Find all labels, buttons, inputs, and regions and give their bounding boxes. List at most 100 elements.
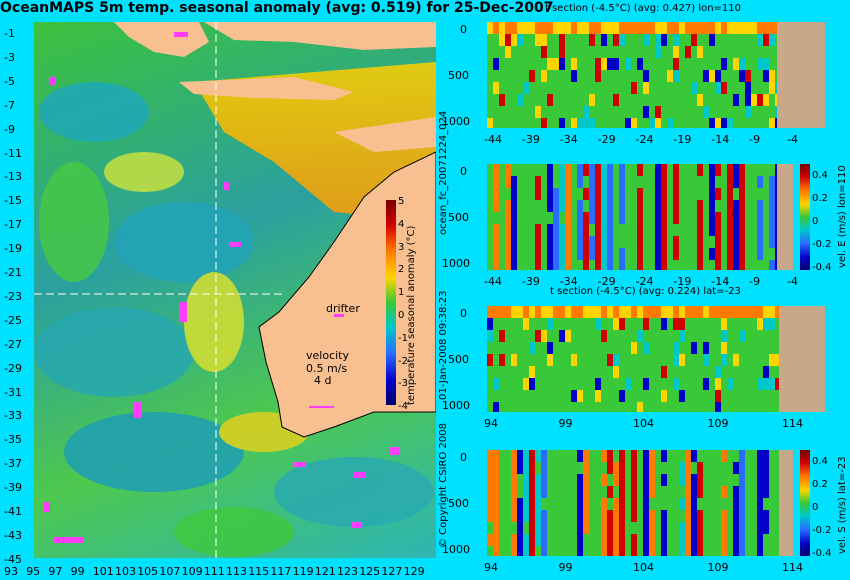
section-cell	[679, 188, 685, 200]
section-cell	[667, 188, 673, 200]
section-cell	[595, 34, 601, 46]
section-cell	[661, 378, 667, 390]
section-cell	[721, 534, 727, 546]
section-cell	[541, 70, 547, 82]
section-cell	[505, 486, 511, 498]
section-cell	[571, 118, 577, 128]
section-cell	[667, 236, 673, 248]
section-cell	[487, 354, 493, 366]
section-cell	[661, 22, 667, 34]
section-cell	[697, 342, 703, 354]
section-cell	[565, 510, 571, 522]
section-cell	[649, 248, 655, 260]
section-cell	[763, 224, 769, 236]
section-cell	[649, 330, 655, 342]
section-cell	[541, 522, 547, 534]
section-cell	[583, 188, 589, 200]
panel-x-tick: -44	[484, 133, 502, 146]
section-cell	[697, 390, 703, 402]
section-cell	[577, 462, 583, 474]
section-cell	[565, 248, 571, 260]
section-cell	[619, 212, 625, 224]
section-cell	[751, 366, 757, 378]
section-cell	[733, 462, 739, 474]
section-cell	[601, 94, 607, 106]
section-cell	[727, 236, 733, 248]
section-cell	[643, 318, 649, 330]
section-cell	[547, 82, 553, 94]
section-cell	[613, 510, 619, 522]
section-cell	[529, 402, 535, 412]
section-cell	[691, 46, 697, 58]
section-cell	[745, 260, 751, 270]
section-cell	[601, 354, 607, 366]
panel-x-tick: -34	[559, 133, 578, 146]
section-cell	[595, 378, 601, 390]
section-cell	[559, 46, 565, 58]
section-cell	[523, 70, 529, 82]
map-colorbar-label: temperature seasonal anomaly (°C)	[406, 225, 417, 405]
section-cell	[691, 34, 697, 46]
section-cell	[727, 188, 733, 200]
section-cell	[547, 260, 553, 270]
section-cell	[685, 306, 691, 318]
section-cell	[595, 248, 601, 260]
section-cell	[553, 474, 559, 486]
section-cell	[499, 46, 505, 58]
section-cell	[769, 390, 775, 402]
section-cell	[715, 474, 721, 486]
section-cell	[499, 378, 505, 390]
section-cell	[703, 34, 709, 46]
section-cell	[589, 164, 595, 176]
section-cell	[757, 200, 763, 212]
section-cell	[715, 354, 721, 366]
section-cell	[517, 200, 523, 212]
section-cell	[727, 354, 733, 366]
section-cell	[553, 248, 559, 260]
section-cell	[745, 498, 751, 510]
section-cell	[739, 248, 745, 260]
section-cell	[529, 22, 535, 34]
section-cell	[547, 22, 553, 34]
section-cell	[601, 390, 607, 402]
section-cell	[559, 342, 565, 354]
section-cell	[643, 200, 649, 212]
section-cell	[757, 534, 763, 546]
section-cell	[493, 306, 499, 318]
section-cell	[607, 342, 613, 354]
section-cell	[715, 118, 721, 128]
section-cell	[607, 366, 613, 378]
section-cell	[571, 462, 577, 474]
section-cell	[487, 342, 493, 354]
section-cell	[625, 248, 631, 260]
section-cell	[703, 366, 709, 378]
section-cell	[505, 378, 511, 390]
section-cell	[739, 22, 745, 34]
section-cell	[661, 306, 667, 318]
section-cell	[715, 212, 721, 224]
section-cell	[751, 164, 757, 176]
section-cell	[691, 22, 697, 34]
section-cell	[673, 200, 679, 212]
section-cell	[721, 70, 727, 82]
section-cell	[661, 354, 667, 366]
section-cell	[505, 522, 511, 534]
section-cell	[613, 474, 619, 486]
section-cell	[619, 200, 625, 212]
map-area[interactable]: drifter velocity 0.5 m/s 4 d	[34, 22, 436, 558]
section-cell	[601, 70, 607, 82]
section-cell	[625, 534, 631, 546]
lon-tick: 113	[226, 565, 247, 578]
section-cell	[589, 212, 595, 224]
section-cell	[571, 94, 577, 106]
section-cell	[655, 354, 661, 366]
section-cell	[559, 248, 565, 260]
panel-y-tick: 0	[460, 451, 467, 464]
section-cell	[517, 46, 523, 58]
section-cell	[523, 22, 529, 34]
section-cell	[673, 188, 679, 200]
section-cell	[517, 366, 523, 378]
section-cell	[529, 106, 535, 118]
section-cell	[541, 176, 547, 188]
section-cell	[505, 106, 511, 118]
